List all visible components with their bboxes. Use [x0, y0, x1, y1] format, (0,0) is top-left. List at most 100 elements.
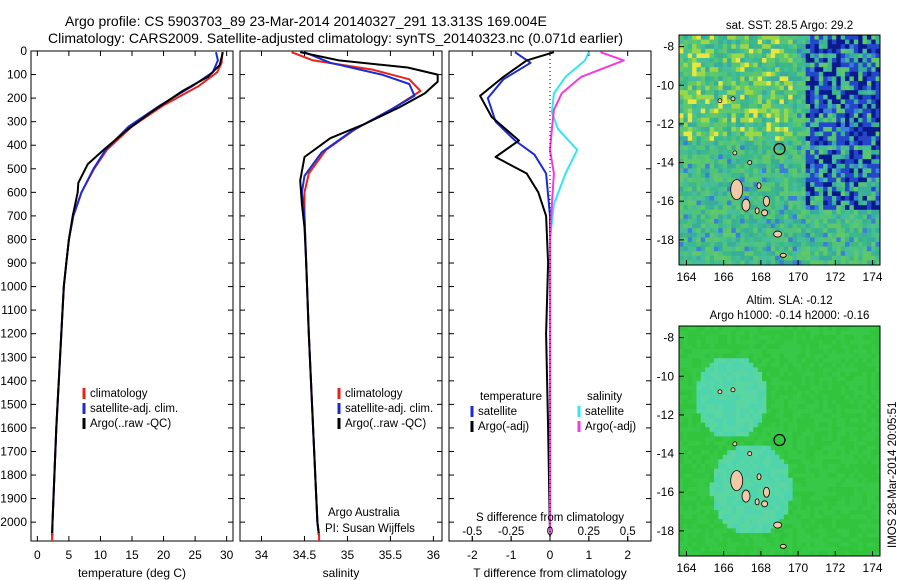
sst_map-cell	[849, 35, 855, 41]
sla_map-cell	[866, 468, 872, 474]
sla_map-cell	[823, 362, 829, 368]
sst_map-cell	[696, 173, 702, 179]
sla_map-cell	[744, 537, 750, 543]
sla_map-cell	[735, 436, 741, 442]
sst_map-cell	[727, 136, 733, 142]
sla_map-cell	[714, 482, 719, 488]
sla_map-cell	[805, 450, 811, 456]
sla_map-cell	[858, 514, 864, 520]
sst_map-cell	[871, 140, 877, 146]
sla_map-cell	[748, 505, 754, 511]
sla_map-cell	[823, 353, 829, 359]
sst_map-cell	[766, 168, 772, 174]
sst_map-cell	[827, 117, 833, 123]
sst_map-cell	[740, 196, 746, 202]
sst_map-cell	[849, 104, 855, 110]
sla_map-cell	[858, 349, 864, 355]
sla_map-cell	[788, 390, 794, 396]
sla_map-cell	[862, 385, 868, 391]
sst_map-cell	[770, 173, 776, 179]
sst_map-cell	[814, 44, 820, 50]
sla_map-cell	[849, 404, 855, 410]
sla_map-cell	[727, 326, 733, 332]
temperature-ytick-label: 1900	[0, 492, 27, 506]
sla_map-cell	[718, 339, 724, 345]
sst_map-cell	[753, 177, 759, 183]
sla_map-cell	[805, 514, 811, 520]
sst_map-cell	[779, 191, 785, 197]
sst_map-cell	[731, 205, 737, 211]
sla_map-cell	[853, 399, 859, 405]
sla_map-cell	[810, 546, 816, 552]
sst_map-cell	[853, 145, 859, 151]
sla_map-cell	[692, 339, 698, 345]
sst_map-cell	[679, 186, 684, 192]
sst_map-cell	[709, 108, 715, 114]
sst_map-cell	[762, 108, 767, 114]
sla_map-cell	[705, 477, 711, 483]
sst_map-cell	[866, 136, 872, 142]
sla_map-cell	[687, 468, 693, 474]
sla_map-cell	[727, 459, 733, 465]
sla_map-cell	[783, 381, 789, 387]
sla_map-cell	[814, 362, 820, 368]
sst_map-cell	[801, 214, 807, 220]
sla_map-cell	[714, 418, 719, 424]
sla_map-cell	[823, 431, 829, 437]
sst_map-cell	[801, 58, 807, 64]
sla_map-cell	[731, 445, 737, 451]
sla_map-cell	[753, 454, 759, 460]
sst_map-cell	[823, 205, 829, 211]
sst_map-cell	[709, 214, 715, 220]
sst_map-cell	[714, 53, 719, 59]
sst_map-cell	[805, 159, 811, 165]
sst_map-cell	[727, 150, 733, 156]
sst_map-cell	[853, 200, 859, 206]
sst_map-cell	[875, 154, 880, 160]
sla_map-cell	[687, 395, 693, 401]
sst_map-cell	[779, 182, 785, 188]
sla_map-cell	[757, 450, 763, 456]
sst_map-cell	[762, 67, 767, 73]
sla_map-cell	[827, 385, 833, 391]
sla_map-cell	[862, 436, 868, 442]
difference-legend-title: temperature	[480, 391, 542, 403]
sla_map-cell	[792, 385, 798, 391]
sla_map-cell	[805, 339, 811, 345]
sst_map-cell	[840, 150, 846, 156]
sla_map-cell	[744, 339, 750, 345]
sst_map-cell	[858, 104, 864, 110]
sst_map-cell	[858, 145, 864, 151]
sst_map-cell	[849, 145, 855, 151]
sla_map-cell	[783, 482, 789, 488]
sst_map-cell	[875, 173, 880, 179]
sla_map-cell	[831, 468, 837, 474]
sla_map-cell	[814, 505, 820, 511]
sst_map-cell	[810, 255, 816, 261]
sst_map-cell	[709, 85, 715, 91]
sla_map-cell	[762, 395, 767, 401]
sla_map-cell	[788, 523, 794, 529]
sla_map-cell	[692, 510, 698, 516]
sst_map-cell	[692, 76, 698, 82]
sla_map-cell	[696, 399, 702, 405]
sla_map-cell	[792, 427, 798, 433]
sst_map-cell	[779, 159, 785, 165]
sla_map-cell	[709, 491, 715, 497]
sla_map-cell	[836, 468, 842, 474]
sla_map-cell	[727, 335, 733, 341]
sst_map-cell	[792, 186, 798, 192]
sla_map-cell	[735, 459, 741, 465]
sst_map-cell	[700, 44, 706, 50]
sla_map-cell	[692, 496, 698, 502]
sla_map-cell	[818, 496, 824, 502]
sst_map-cell	[687, 246, 693, 252]
sla_map-cell	[849, 496, 855, 502]
sla_map-cell	[722, 404, 728, 410]
sla_map-cell	[705, 362, 711, 368]
sla_map-cell	[849, 381, 855, 387]
sla_map-cell	[792, 418, 798, 424]
sla_map-cell	[827, 528, 833, 534]
sla_map-cell	[827, 395, 833, 401]
sla_map-cell	[762, 339, 767, 345]
